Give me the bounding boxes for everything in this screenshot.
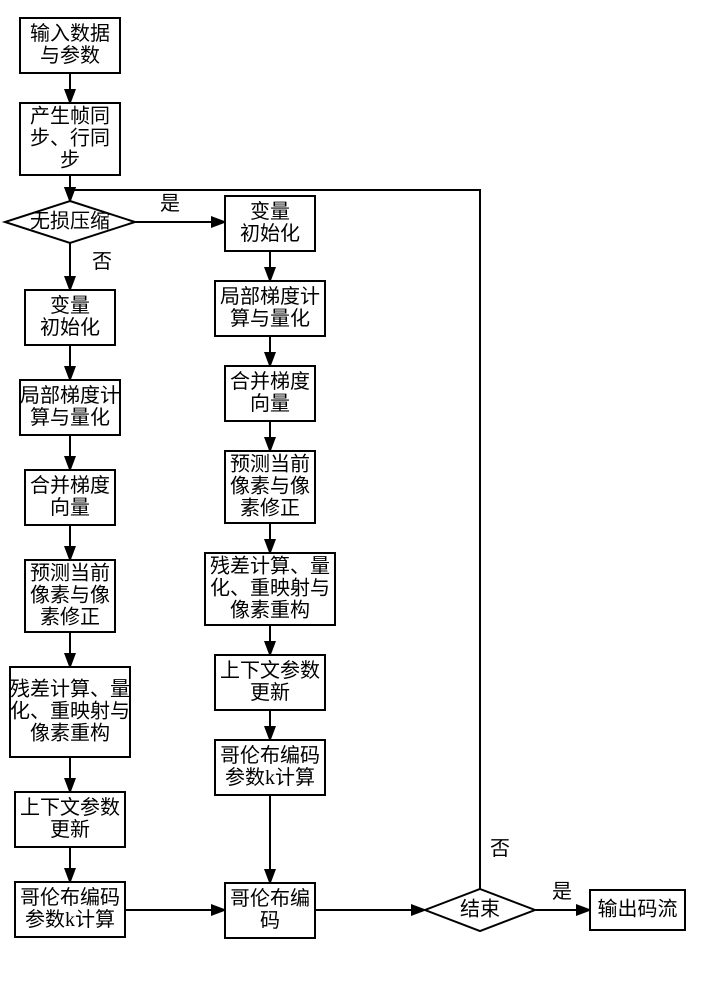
edge-label: 否 bbox=[490, 838, 510, 860]
node-text: 局部梯度计 bbox=[220, 285, 320, 308]
node-text: 哥伦布编 bbox=[230, 887, 310, 910]
node-text: 哥伦布编码 bbox=[20, 886, 120, 909]
edge-label: 是 bbox=[160, 193, 180, 215]
node-text: 无损压缩 bbox=[30, 210, 110, 233]
node-text: 向量 bbox=[50, 496, 90, 519]
node-text: 初始化 bbox=[40, 316, 100, 339]
node-text: 算与量化 bbox=[30, 406, 110, 429]
node-text: 更新 bbox=[50, 818, 90, 841]
node-text: 产生帧同 bbox=[30, 105, 110, 128]
node-text: 输出码流 bbox=[598, 898, 678, 921]
node-text: 局部梯度计 bbox=[20, 384, 120, 407]
node-text: 与参数 bbox=[40, 44, 100, 67]
edge-label: 否 bbox=[92, 251, 112, 273]
node-text: 残差计算、量 bbox=[210, 555, 330, 578]
node-text: 残差计算、量 bbox=[10, 678, 130, 701]
node-text: 化、重映射与 bbox=[10, 700, 130, 723]
node-text: 变量 bbox=[250, 200, 290, 223]
node-text: 像素重构 bbox=[30, 722, 110, 745]
node-text: 像素与像 bbox=[30, 584, 110, 607]
edge-label: 是 bbox=[552, 881, 572, 903]
node-text: 结束 bbox=[460, 898, 500, 921]
node-text: 上下文参数 bbox=[220, 659, 320, 682]
node-text: 哥伦布编码 bbox=[220, 744, 320, 767]
node-text: 参数k计算 bbox=[25, 908, 115, 931]
node-text: 上下文参数 bbox=[20, 796, 120, 819]
node-text: 像素与像 bbox=[230, 475, 310, 498]
node-text: 参数k计算 bbox=[225, 766, 315, 789]
node-text: 合并梯度 bbox=[30, 474, 110, 497]
node-text: 化、重映射与 bbox=[210, 577, 330, 600]
flowchart-canvas: 是否是否输入数据与参数产生帧同步、行同步无损压缩变量初始化局部梯度计算与量化合并… bbox=[0, 0, 705, 1000]
node-text: 预测当前 bbox=[230, 453, 310, 476]
node-text: 步 bbox=[60, 149, 80, 172]
node-text: 输入数据 bbox=[30, 22, 110, 45]
node-text: 码 bbox=[260, 910, 280, 932]
node-text: 合并梯度 bbox=[230, 370, 310, 393]
node-text: 算与量化 bbox=[230, 307, 310, 330]
node-text: 像素重构 bbox=[230, 599, 310, 622]
node-text: 素修正 bbox=[240, 497, 300, 520]
node-text: 初始化 bbox=[240, 222, 300, 245]
node-text: 更新 bbox=[250, 681, 290, 704]
node-text: 素修正 bbox=[40, 606, 100, 629]
node-text: 步、行同 bbox=[30, 127, 110, 150]
node-text: 向量 bbox=[250, 392, 290, 415]
node-text: 变量 bbox=[50, 294, 90, 317]
node-text: 预测当前 bbox=[30, 562, 110, 585]
